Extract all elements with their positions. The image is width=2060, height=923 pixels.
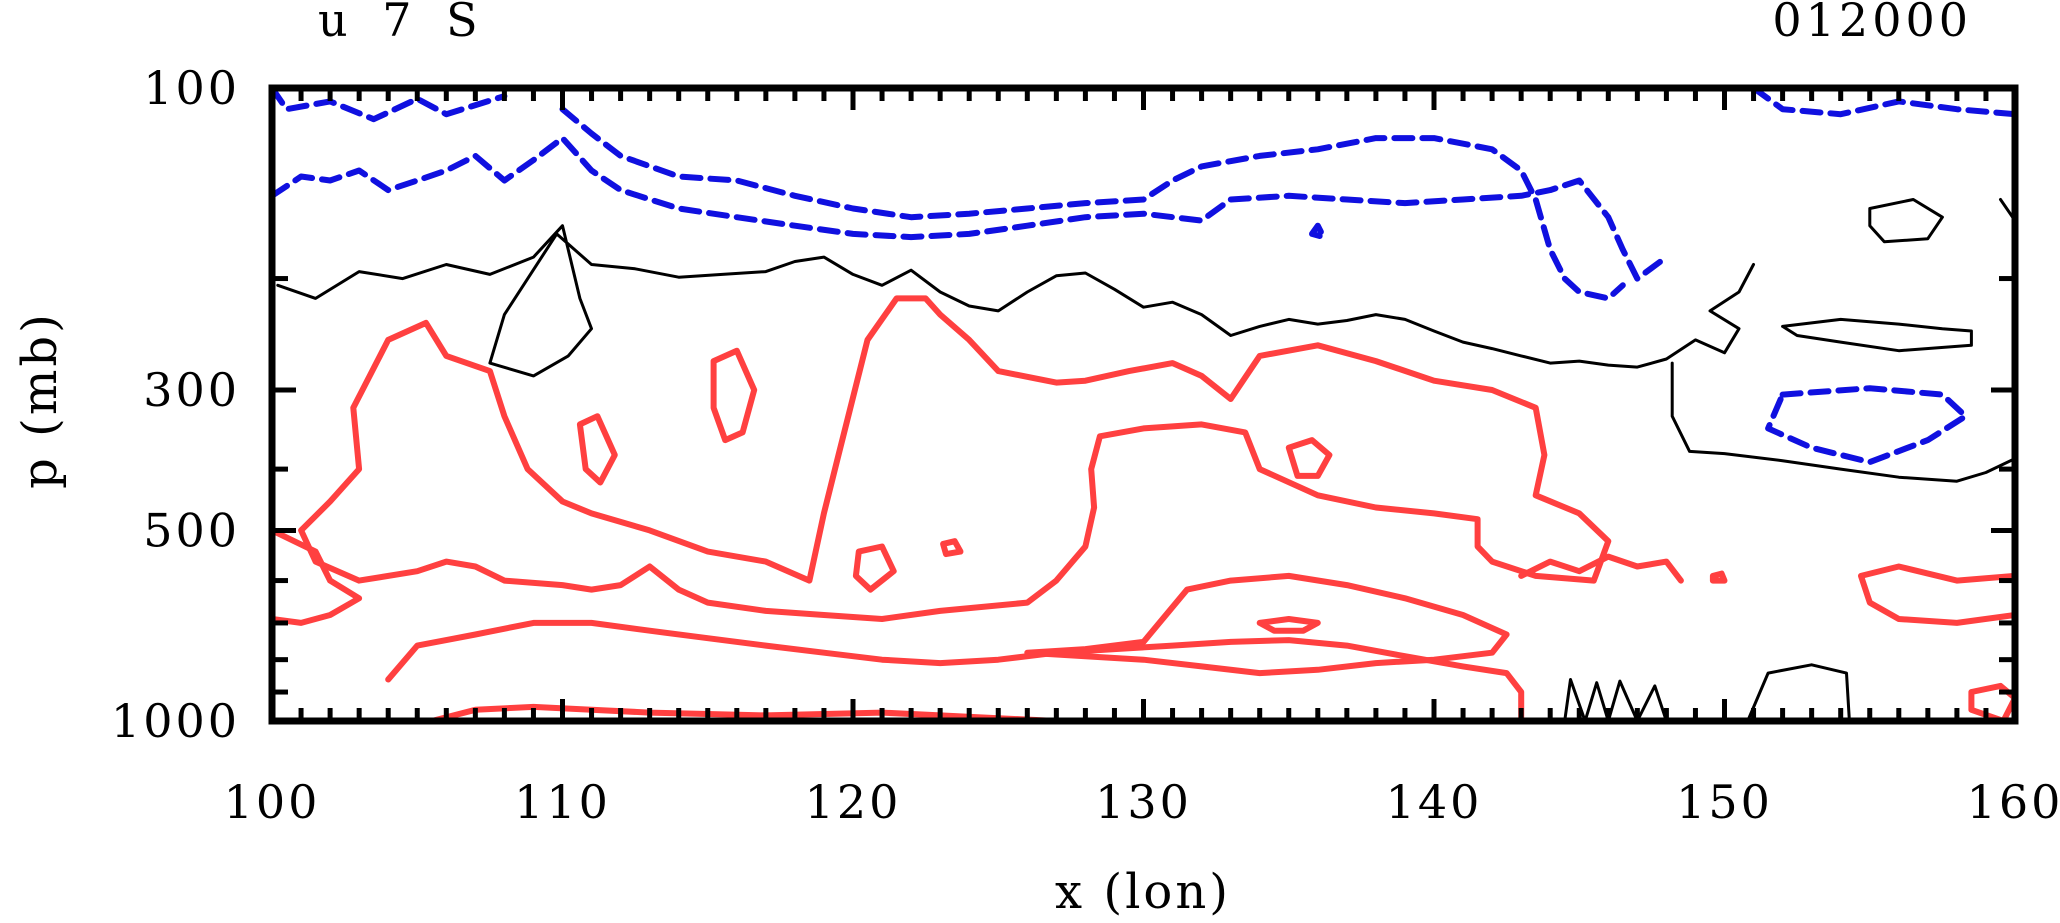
contour-neg-inner [559, 106, 1626, 302]
contour-pos-small-loop [1256, 616, 1321, 634]
contour-pos-loop-b [576, 413, 618, 486]
y-tick-label: 500 [143, 503, 240, 557]
x-axis-label: x (lon) [1055, 864, 1231, 920]
x-tick-label: 110 [514, 775, 611, 829]
contour-pos-bottom-right [1968, 682, 2015, 721]
contour-zero-line-lower-right [1670, 361, 2015, 483]
contour-neg-outer [272, 135, 1670, 282]
contour-pos-lower-band [272, 527, 363, 626]
x-tick-label: 120 [805, 775, 902, 829]
x-tick-label: 100 [224, 775, 321, 829]
y-tick-label: 1000 [111, 694, 240, 748]
contour-zero-surface-right [1746, 663, 1851, 721]
chart-title-right: 012000 [1772, 0, 1972, 47]
contour-zero-surface-bumps [1563, 678, 1668, 721]
contour-pos-right-loop [1858, 563, 2015, 626]
y-axis-label: p (mb) [12, 311, 68, 489]
contour-zero-line-main [276, 224, 1755, 378]
chart-title-left: u 7 S [318, 0, 488, 47]
y-axis-tick-labels: 100 300 500 1000 [111, 61, 240, 748]
x-tick-label: 150 [1676, 775, 1773, 829]
x-tick-label: 130 [1095, 775, 1192, 829]
contour-pos-loop-a [710, 347, 758, 444]
contour-pos-loop-d [852, 543, 897, 593]
contour-zero-loop-upper-right [1868, 198, 1944, 244]
y-tick-label: 300 [143, 363, 240, 417]
contour-pos-main [298, 295, 1612, 622]
contour-pos-dot-b [1709, 570, 1728, 584]
contour-neg-loop-right [1765, 385, 1969, 466]
x-tick-label: 160 [1967, 775, 2060, 829]
contour-pos-loop-c [1285, 437, 1333, 479]
plot-frame [268, 84, 2019, 725]
contour-pos-mid-loop [1024, 572, 1510, 677]
contour-neg-top-right [1750, 88, 2015, 118]
x-tick-label: 140 [1386, 775, 1483, 829]
contour-zero-loop-right-mid [1781, 317, 1973, 353]
contour-neg-blob [1309, 222, 1327, 241]
y-tick-label: 100 [143, 61, 240, 115]
x-axis-ticks [269, 88, 2018, 721]
contour-pos-dot-a [940, 538, 964, 558]
x-axis-tick-labels: 100 110 120 130 140 150 160 [224, 775, 2060, 829]
y-axis-ticks [272, 85, 2015, 724]
contour-pos-right-squiggle [1518, 553, 1684, 584]
contour-neg-top-left [272, 88, 508, 123]
contour-lines [272, 88, 2015, 721]
